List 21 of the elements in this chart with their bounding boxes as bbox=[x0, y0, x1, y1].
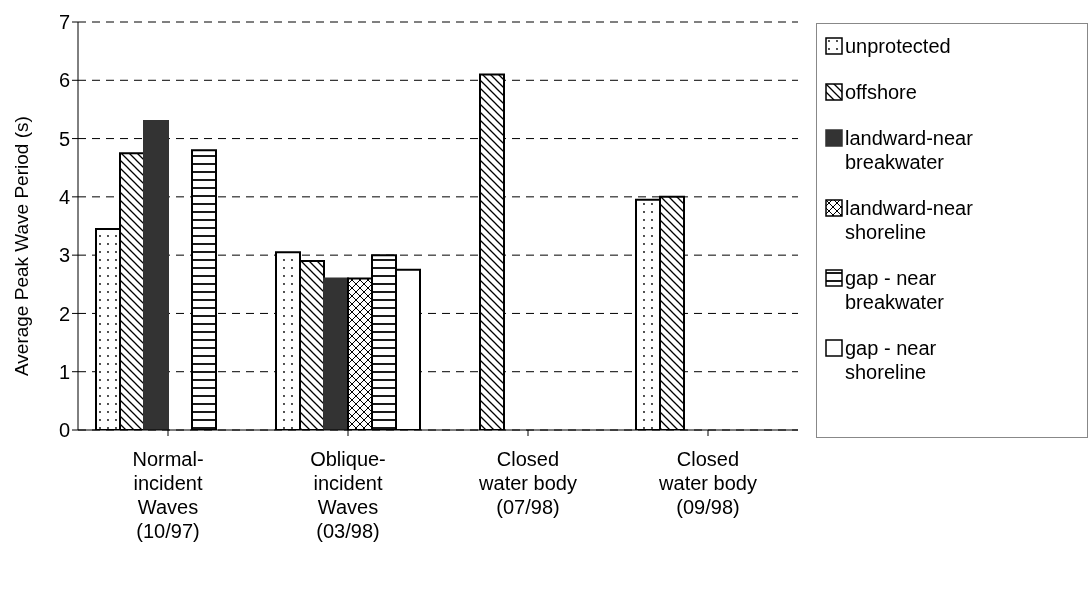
y-tick-label: 0 bbox=[58, 419, 70, 442]
bar bbox=[323, 277, 349, 430]
x-tick-label: Closed water body (07/98) bbox=[478, 448, 577, 518]
x-tick-label: Normal-incident Waves (10/97) bbox=[132, 448, 204, 542]
y-tick-label: 3 bbox=[58, 244, 70, 267]
x-tick-label: Oblique-incident Waves (03/98) bbox=[310, 448, 386, 542]
y-tick-label: 7 bbox=[58, 11, 70, 34]
y-axis-title: Average Peak Wave Period (s) bbox=[10, 116, 32, 376]
y-tick-label: 5 bbox=[58, 127, 70, 150]
legend-label: landward-near shoreline bbox=[845, 196, 974, 244]
legend-label: offshore bbox=[845, 80, 918, 104]
y-tick-label: 1 bbox=[58, 360, 70, 383]
legend-label: unprotected bbox=[845, 34, 952, 58]
y-tick-label: 4 bbox=[58, 185, 70, 208]
y-tick-label: 2 bbox=[58, 302, 70, 325]
legend-label: gap - near breakwater bbox=[845, 266, 945, 314]
legend-label: gap - near shoreline bbox=[845, 336, 938, 384]
y-tick-label: 6 bbox=[58, 69, 70, 92]
x-tick-label: Closed water body (09/98) bbox=[658, 448, 757, 518]
legend-label: landward-near breakwater bbox=[845, 126, 974, 174]
bar bbox=[143, 120, 169, 430]
